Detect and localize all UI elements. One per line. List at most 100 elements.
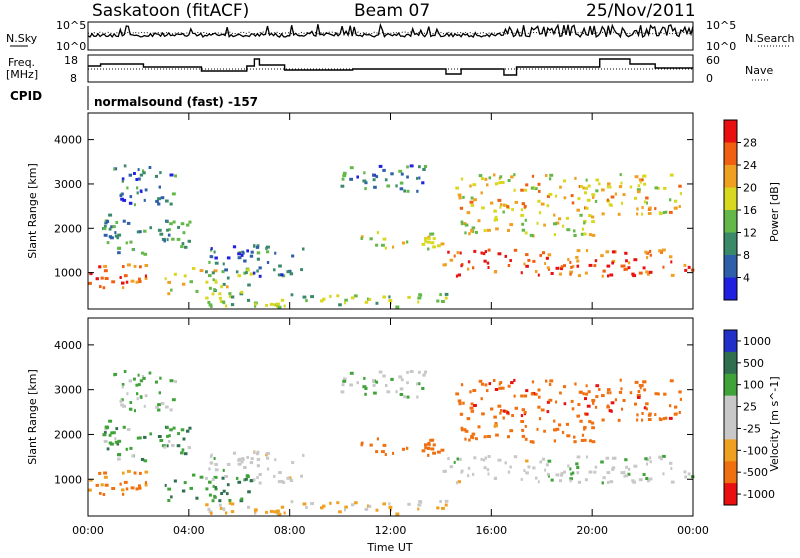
power-cell [494,182,499,186]
velocity-cell [208,493,212,497]
velocity-cell [384,453,387,456]
power-cell [480,251,483,255]
velocity-cell [142,376,146,380]
power-cell [480,191,483,195]
power-cell [555,221,560,225]
power-cell [638,271,643,275]
velocity-cell [473,456,477,460]
velocity-cell [401,447,406,451]
power-cell [432,245,436,249]
power-cell [214,256,218,260]
power-cell [382,237,387,241]
velocity-cell [166,426,169,430]
power-cell [678,205,681,208]
power-cell [137,177,141,181]
velocity-cell [182,437,186,441]
velocity-cell [245,477,248,481]
velocity-cell [622,399,626,402]
velocity-cell [581,433,585,437]
velocity-cell [112,431,116,435]
velocity-cell [340,390,345,394]
velocity-cell [356,381,359,385]
colorbar-tick-label: -500 [743,466,768,479]
velocity-cell [213,494,216,498]
power-cell [687,265,691,269]
power-cell [277,305,282,309]
velocity-cell [606,471,611,475]
velocity-cell [670,467,673,470]
y-tick-label: 2000 [54,428,82,441]
velocity-cell [547,459,552,463]
power-cell [250,250,254,254]
velocity-cell [520,394,524,398]
velocity-cell [669,461,673,465]
velocity-cell [678,411,681,414]
colorbar-tick-label: 20 [743,182,757,195]
velocity-cell [338,510,342,514]
velocity-cell [611,456,616,460]
velocity-cell [266,456,270,460]
power-cell [569,272,572,276]
velocity-cell [444,499,449,503]
velocity-cell [683,470,687,474]
velocity-cell [136,436,140,440]
velocity-cell [606,404,609,408]
velocity-cell [539,460,542,464]
cpid-label: CPID [10,89,42,103]
velocity-cell [494,422,498,425]
velocity-cell [684,475,688,479]
power-cell [104,277,109,280]
power-cell [547,253,552,257]
velocity-cell [214,463,218,466]
velocity-cell [460,428,464,432]
nave-right-tick-bottom: 0 [706,72,713,85]
velocity-cell [106,447,110,451]
power-cell [639,180,642,184]
velocity-cell [611,468,614,471]
velocity-cell [654,392,659,396]
power-cell [577,274,582,278]
power-cell [523,262,526,266]
velocity-cell [184,452,188,456]
power-cell [503,203,508,207]
power-cell [588,263,593,267]
velocity-cell [165,405,169,409]
noise-left-tick-bottom: 10^0 [56,40,86,53]
power-cell [487,228,491,232]
velocity-cell [493,379,496,382]
power-cell [591,193,596,197]
velocity-cell [431,438,435,442]
velocity-cell [574,382,577,386]
velocity-cell [545,463,549,467]
power-cell [137,168,140,172]
power-cell [633,258,638,262]
power-cell [180,245,184,249]
power-cell [213,269,218,273]
power-cell [468,232,471,236]
power-cell [142,171,146,175]
power-cell [520,188,524,192]
velocity-cell [455,392,460,396]
power-cell [121,281,125,285]
velocity-cell [486,389,489,393]
velocity-cell [137,373,140,377]
velocity-cell [418,500,422,503]
power-cell [172,220,176,224]
velocity-cell [442,469,446,473]
velocity-cell [571,471,575,475]
velocity-cell [607,481,610,484]
velocity-cell [428,443,431,447]
power-cell [521,202,525,206]
power-cell [483,259,487,263]
power-cell [119,276,122,279]
velocity-cell [226,492,229,496]
velocity-cell [637,396,641,399]
power-cell [125,280,129,284]
velocity-cell [432,443,436,447]
velocity-cell [457,399,462,403]
velocity-cell [611,466,616,470]
velocity-cell [467,474,470,478]
velocity-cell [239,499,244,503]
power-cell [588,233,593,237]
velocity-cell [406,381,409,385]
